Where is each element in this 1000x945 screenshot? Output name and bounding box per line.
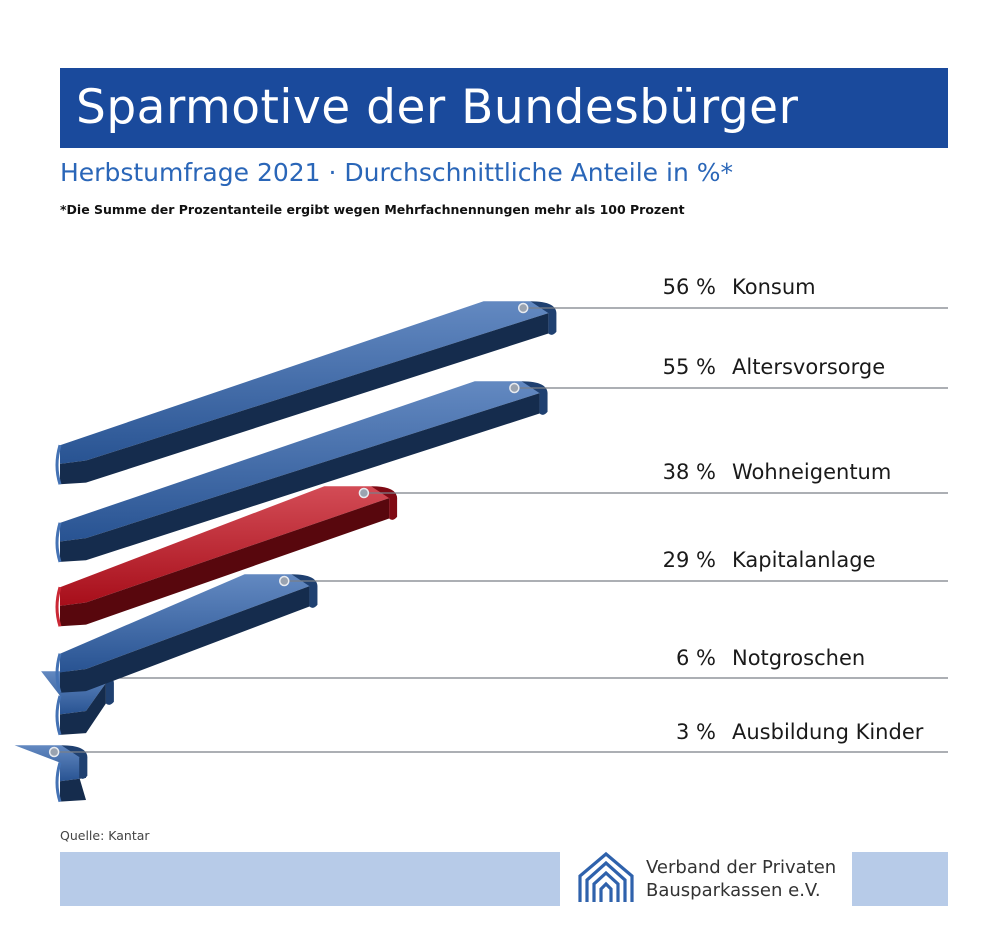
chart-subtitle: Herbstumfrage 2021 · Durchschnittliche A… xyxy=(60,158,733,187)
value-label: 29 % xyxy=(663,548,716,572)
value-label: 6 % xyxy=(676,646,716,670)
bar-front-face xyxy=(60,498,390,627)
bar-altersvorsorge xyxy=(55,381,548,563)
org-name-line1: Verband der Privaten xyxy=(646,857,837,878)
bar-chart: 3 % Ausbildung Kinder 6 % Notgroschen 29 % Ka… xyxy=(14,275,948,803)
bar-front-face xyxy=(60,586,310,693)
bar-top-face xyxy=(60,301,549,464)
category-label: Notgroschen xyxy=(732,646,865,670)
bar-left-edge xyxy=(55,586,62,627)
bar-front-face xyxy=(60,683,106,735)
bar-left-edge xyxy=(55,653,62,694)
category-label: Altersvorsorge xyxy=(732,355,885,379)
bar-top-face xyxy=(60,486,390,606)
org-name-line2: Bausparkassen e.V. xyxy=(646,880,821,901)
bar-konsum xyxy=(55,301,557,485)
bar-left-edge xyxy=(55,695,62,736)
leader-dot xyxy=(358,487,370,499)
bars-layer: 3 % Ausbildung Kinder 6 % Notgroschen 29 % Ka… xyxy=(14,275,948,803)
bar-front-face xyxy=(60,393,540,562)
category-label: Kapitalanlage xyxy=(732,548,876,572)
value-label: 3 % xyxy=(676,720,716,744)
bar-end-cap xyxy=(371,486,398,520)
bar-wohneigentum xyxy=(55,486,398,627)
category-label: Konsum xyxy=(732,275,816,299)
bar-top-face xyxy=(14,745,86,782)
house-logo-icon xyxy=(578,851,634,902)
bar-left-edge xyxy=(55,444,62,485)
category-label: Ausbildung Kinder xyxy=(732,720,924,744)
leader-dot xyxy=(279,575,290,587)
leader-dot xyxy=(48,746,60,758)
bar-left-edge xyxy=(55,762,62,803)
bar-ausbildung-kinder xyxy=(14,745,88,803)
value-label: 38 % xyxy=(663,460,716,484)
bar-end-cap xyxy=(530,301,557,335)
bar-left-edge xyxy=(55,522,62,563)
bar-kapitalanlage xyxy=(55,574,318,694)
value-label: 55 % xyxy=(663,355,716,379)
bar-top-face xyxy=(60,381,540,542)
leader-dot xyxy=(509,382,520,394)
source-note: Quelle: Kantar xyxy=(60,828,150,843)
chart-footnote: *Die Summe der Prozentanteile ergibt weg… xyxy=(60,202,685,217)
footer-band-left xyxy=(60,852,560,906)
category-label: Wohneigentum xyxy=(732,460,891,484)
value-label: 56 % xyxy=(663,275,716,299)
leader-dot xyxy=(517,302,529,314)
bar-front-face xyxy=(60,313,549,485)
footer-band-right xyxy=(852,852,948,906)
bar-end-cap xyxy=(521,381,548,415)
bar-top-face xyxy=(60,574,310,673)
bar-end-cap xyxy=(291,574,318,608)
bar-end-cap xyxy=(61,745,88,779)
chart-title: Sparmotive der Bundesbürger xyxy=(60,68,948,148)
org-name: Verband der Privaten Bausparkassen e.V. xyxy=(646,856,836,902)
